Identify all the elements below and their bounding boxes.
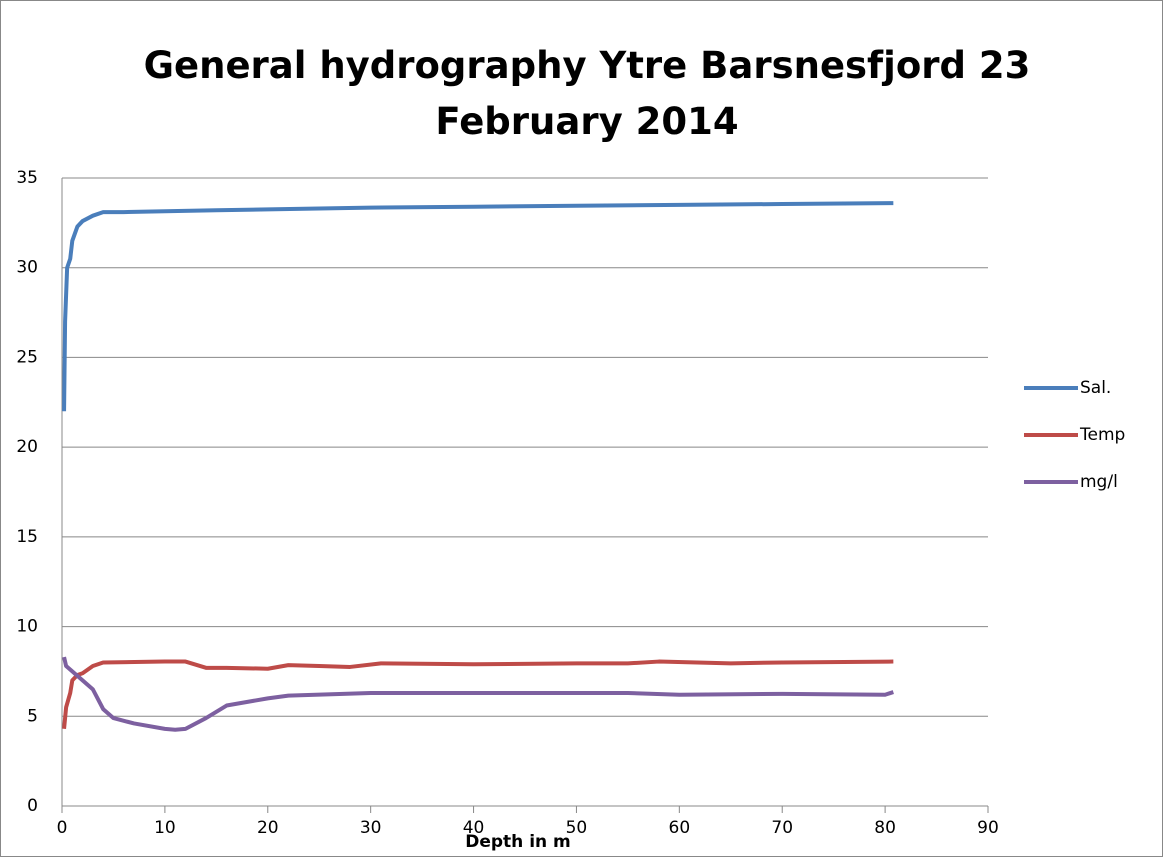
x-tick-label: 40	[463, 818, 485, 838]
x-tick-label: 20	[257, 818, 279, 838]
x-tick-label: 50	[566, 818, 588, 838]
y-tick-label: 0	[27, 796, 38, 816]
y-tick-label: 20	[16, 437, 38, 457]
legend-label: mg/l	[1080, 472, 1118, 492]
x-tick-label: 60	[669, 818, 691, 838]
y-tick-label: 35	[16, 168, 38, 188]
chart-title: General hydrography Ytre Barsnesfjord 23…	[143, 44, 1031, 143]
y-tick-label: 5	[27, 706, 38, 726]
x-tick-label: 70	[771, 818, 793, 838]
y-tick-label: 25	[16, 347, 38, 367]
x-tick-label: 80	[874, 818, 896, 838]
x-axis-label: Depth in m	[465, 832, 571, 852]
y-tick-label: 10	[16, 617, 38, 637]
series-line	[62, 201, 894, 412]
x-tick-label: 0	[57, 818, 68, 838]
x-tick-label: 90	[977, 818, 999, 838]
series-line	[62, 656, 894, 732]
y-tick-label: 30	[16, 258, 38, 278]
y-tick-label: 15	[16, 527, 38, 547]
legend-label: Temp	[1079, 425, 1125, 445]
x-tick-label: 10	[154, 818, 176, 838]
legend-label: Sal.	[1080, 378, 1111, 398]
x-tick-label: 30	[360, 818, 382, 838]
